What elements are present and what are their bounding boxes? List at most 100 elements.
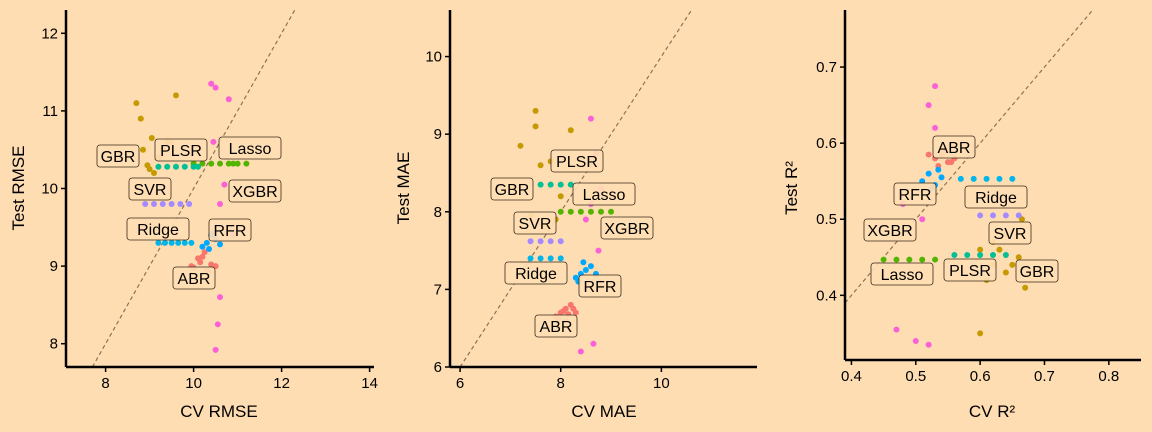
y-tick-label: 0.7	[816, 59, 837, 76]
point-xgbr	[212, 84, 219, 91]
point-svr	[168, 201, 175, 208]
point-gbr	[977, 246, 984, 253]
model-label-box	[126, 217, 190, 241]
model-label-text: PLSR	[160, 143, 202, 160]
point-gbr	[1002, 269, 1009, 276]
model-label-xgbr: XGBR	[600, 216, 654, 240]
x-tick-label: 0.6	[970, 368, 991, 385]
point-rfr	[203, 239, 210, 246]
x-tick-label: 0.5	[905, 368, 926, 385]
model-label-text: GBR	[495, 182, 530, 199]
model-label-box	[550, 149, 604, 173]
point-ridge	[557, 255, 564, 262]
point-gbr	[140, 146, 146, 153]
model-label-lasso: Lasso	[870, 262, 934, 286]
point-plsr	[990, 252, 996, 258]
point-xgbr	[925, 102, 932, 109]
point-gbr	[173, 92, 179, 99]
point-gbr	[148, 135, 155, 142]
x-axis-title-mae: CV MAE	[571, 402, 636, 421]
point-svr	[547, 238, 554, 245]
model-label-text: XGBR	[232, 184, 277, 201]
model-label-text: Lasso	[229, 141, 272, 158]
point-rfr	[935, 166, 942, 173]
model-label-box	[154, 138, 208, 162]
model-label-box	[578, 274, 622, 298]
y-tick-label: 8	[434, 204, 442, 221]
marks-rmse: 8 10 12 14 8 9 10 11 12	[41, 9, 378, 392]
point-svr	[977, 212, 984, 219]
point-plsr	[155, 163, 162, 170]
point-xgbr	[919, 216, 926, 223]
point-gbr	[557, 193, 564, 200]
y-tick-label: 11	[42, 103, 58, 120]
model-label-box	[504, 261, 568, 285]
point-xgbr	[212, 346, 219, 353]
model-label-gbr: GBR	[490, 177, 534, 201]
model-label-box	[172, 266, 216, 290]
point-svr	[142, 201, 149, 208]
point-ridge	[537, 255, 544, 262]
point-abr	[570, 305, 577, 312]
point-xgbr	[595, 247, 602, 254]
point-lasso	[230, 160, 237, 167]
point-plsr	[173, 163, 179, 170]
model-label-plsr: PLSR	[943, 258, 997, 282]
point-ridge	[181, 239, 188, 246]
point-xgbr	[221, 181, 228, 188]
model-label-text: SVR	[519, 216, 552, 233]
model-label-box	[534, 314, 578, 338]
model-label-xgbr: XGBR	[228, 179, 282, 203]
model-label-box	[513, 211, 557, 235]
point-xgbr	[932, 124, 939, 131]
point-lasso	[880, 256, 887, 263]
y-axis-title-mae: Test MAE	[394, 152, 413, 225]
point-xgbr	[925, 341, 932, 348]
point-gbr	[137, 115, 144, 122]
model-label-box	[988, 221, 1032, 245]
point-ridge	[188, 239, 195, 246]
point-lasso	[243, 160, 250, 167]
point-ridge	[175, 239, 182, 246]
x-tick-label: 10	[185, 375, 202, 392]
point-lasso	[234, 160, 241, 167]
point-rfr	[580, 259, 587, 266]
model-label-box	[870, 262, 934, 286]
point-lasso	[893, 256, 900, 263]
point-xgbr	[912, 337, 919, 344]
point-ridge	[1009, 175, 1016, 182]
point-gbr	[517, 142, 524, 149]
model-label-lasso: Lasso	[572, 182, 636, 206]
point-lasso	[567, 208, 574, 215]
point-plsr	[951, 252, 958, 258]
point-ridge	[162, 239, 168, 246]
point-xgbr	[577, 348, 584, 355]
point-lasso	[577, 208, 584, 215]
model-label-box	[208, 218, 252, 242]
point-lasso	[199, 160, 206, 167]
point-abr	[201, 249, 208, 256]
point-svr	[990, 212, 996, 219]
point-lasso	[208, 160, 215, 167]
point-svr	[186, 201, 193, 208]
y-tick-label: 9	[50, 258, 58, 275]
model-label-ridge: Ridge	[964, 185, 1028, 209]
model-label-text: PLSR	[556, 154, 598, 171]
point-lasso	[608, 208, 615, 215]
point-svr	[527, 238, 534, 245]
point-ridge	[970, 175, 977, 182]
point-plsr	[547, 181, 554, 188]
model-labels-mae: PLSR GBR Lasso SVR XGBR Ridge RFR ABR	[490, 149, 654, 338]
point-xgbr	[208, 80, 215, 87]
point-gbr	[537, 162, 544, 169]
model-label-text: Lasso	[583, 187, 626, 204]
marks-r2: 0.4 0.5 0.6 0.7 0.8 0.4 0.5 0.6 0.7	[816, 9, 1141, 385]
point-xgbr	[210, 138, 217, 145]
x-axis-title-r2: CV R²	[969, 402, 1016, 421]
point-plsr	[164, 163, 171, 170]
point-xgbr	[217, 294, 223, 301]
model-label-box	[572, 182, 636, 206]
y-tick-label: 7	[434, 281, 442, 298]
y-tick-label: 0.4	[816, 287, 837, 304]
model-label-ridge: Ridge	[126, 217, 190, 241]
